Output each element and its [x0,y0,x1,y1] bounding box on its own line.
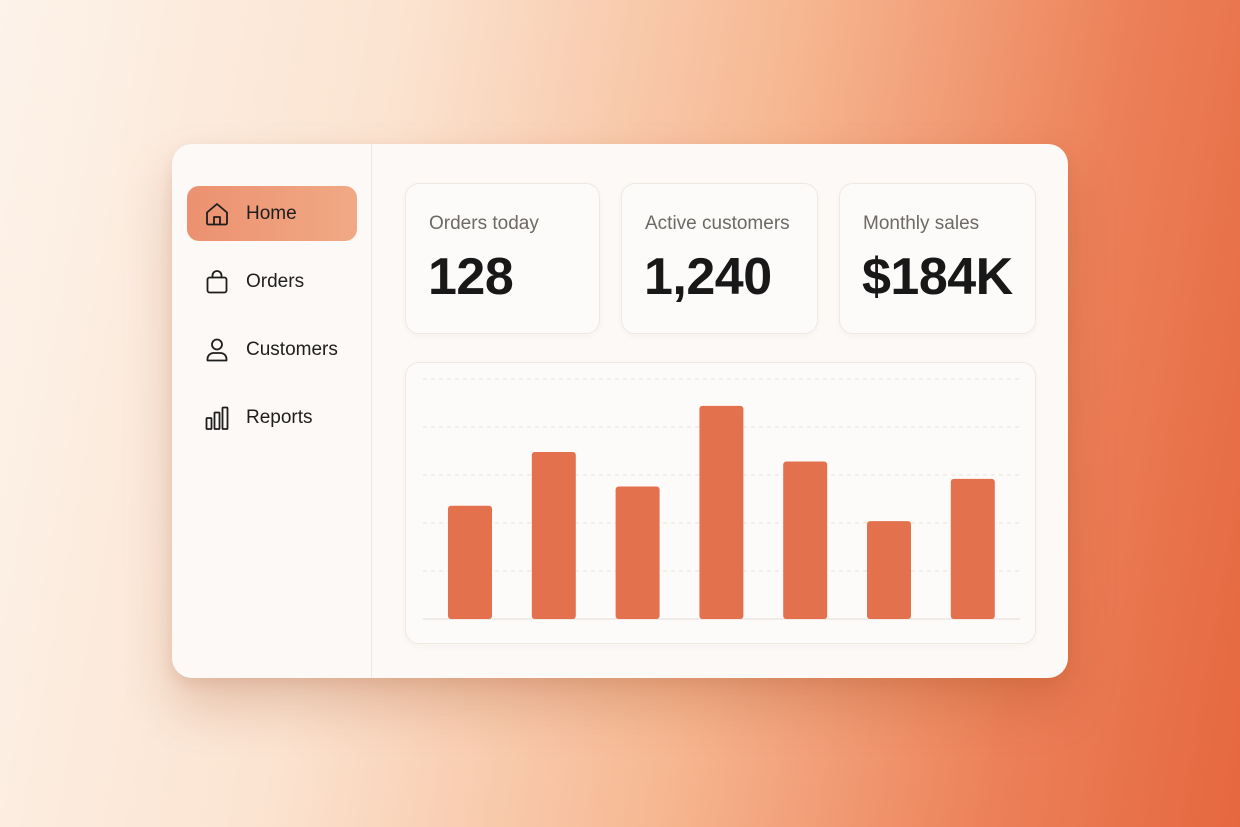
chart-bar[interactable] [448,505,492,619]
bar-chart-icon [203,404,231,432]
stat-value: 128 [428,248,514,306]
sidebar-item-orders[interactable]: Orders [187,254,357,309]
stat-label: Monthly sales [863,213,980,234]
stat-label: Active customers [645,213,790,234]
bar-chart-svg [423,378,1020,620]
sidebar-item-reports[interactable]: Reports [187,390,357,445]
user-icon [203,336,231,364]
sidebar-item-customers[interactable]: Customers [187,322,357,377]
sidebar-item-label: Orders [246,271,305,292]
sales-bar-chart [405,362,1036,644]
chart-bar[interactable] [783,461,828,619]
chart-bar[interactable] [867,521,911,619]
shopping-bag-icon [203,268,231,296]
stat-card-monthly-sales[interactable]: Monthly sales $184K [839,183,1036,334]
stat-label: Orders today [429,213,539,234]
chart-bar[interactable] [699,405,744,619]
home-icon [203,200,231,228]
sidebar-item-label: Reports [246,407,313,428]
stat-value: $184K [862,248,1013,306]
dashboard-window: Home Orders Customers [172,144,1068,678]
stat-card-orders-today[interactable]: Orders today 128 [405,183,600,334]
stat-card-active-customers[interactable]: Active customers 1,240 [621,183,818,334]
sidebar-item-home[interactable]: Home [187,186,357,241]
chart-bar[interactable] [615,486,660,619]
stat-value: 1,240 [644,248,772,306]
sidebar-item-label: Customers [246,339,338,360]
sidebar-item-label: Home [246,203,297,224]
chart-bar[interactable] [531,451,576,619]
sidebar: Home Orders Customers [172,144,372,678]
chart-bar[interactable] [950,478,995,619]
